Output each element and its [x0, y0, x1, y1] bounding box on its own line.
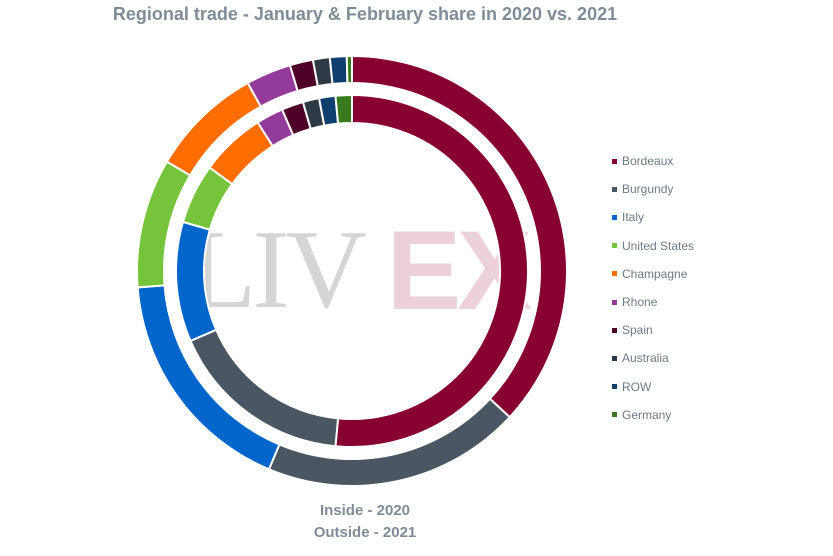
outside-ring-note: Outside - 2021: [313, 524, 417, 541]
legend-item-champagne[interactable]: Champagne: [612, 260, 812, 288]
legend-item-united-states[interactable]: United States: [612, 232, 812, 260]
legend-label: Champagne: [622, 266, 688, 281]
legend-swatch: [612, 158, 617, 164]
legend-swatch: [612, 271, 617, 277]
legend-swatch: [612, 243, 617, 249]
legend-swatch: [612, 186, 617, 192]
legend-swatch: [612, 299, 617, 305]
legend-item-spain[interactable]: Spain: [612, 316, 812, 344]
inner-slice-italy[interactable]: [175, 220, 218, 343]
legend-item-rhone[interactable]: Rhone: [612, 288, 812, 316]
outer-ring-2021: [136, 54, 568, 487]
legend-item-germany[interactable]: Germany: [612, 401, 812, 429]
legend-swatch: [612, 412, 617, 418]
legend-item-row[interactable]: ROW: [612, 373, 812, 401]
chart-legend: Bordeaux Burgundy Italy United States Champa…: [612, 147, 812, 429]
livex-watermark: LIV EX: [188, 205, 532, 335]
legend-swatch: [612, 355, 617, 361]
outer-slice-germany[interactable]: [345, 54, 353, 85]
legend-item-burgundy[interactable]: Burgundy: [612, 175, 812, 203]
inner-slice-germany[interactable]: [334, 93, 353, 125]
legend-label: United States: [622, 238, 695, 253]
legend-item-italy[interactable]: Italy: [612, 203, 812, 231]
chart-title: Regional trade - January & February shar…: [112, 4, 618, 24]
legend-label: Germany: [622, 407, 672, 422]
legend-label: Spain: [622, 323, 653, 338]
legend-label: Rhone: [622, 295, 658, 310]
legend-swatch: [612, 384, 617, 390]
legend-swatch: [612, 327, 617, 333]
legend-item-bordeaux[interactable]: Bordeaux: [612, 147, 812, 175]
inside-ring-note: Inside - 2020: [319, 502, 411, 519]
legend-label: Italy: [622, 210, 645, 225]
legend-label: Australia: [622, 351, 669, 366]
legend-swatch: [612, 214, 617, 220]
legend-label: Burgundy: [622, 182, 674, 197]
legend-item-australia[interactable]: Australia: [612, 344, 812, 372]
outer-slice-row[interactable]: [328, 55, 349, 86]
legend-label: Bordeaux: [622, 154, 674, 169]
watermark-liv: LIV: [188, 207, 367, 332]
inner-ring-2020: [175, 93, 529, 448]
legend-label: ROW: [622, 379, 652, 394]
